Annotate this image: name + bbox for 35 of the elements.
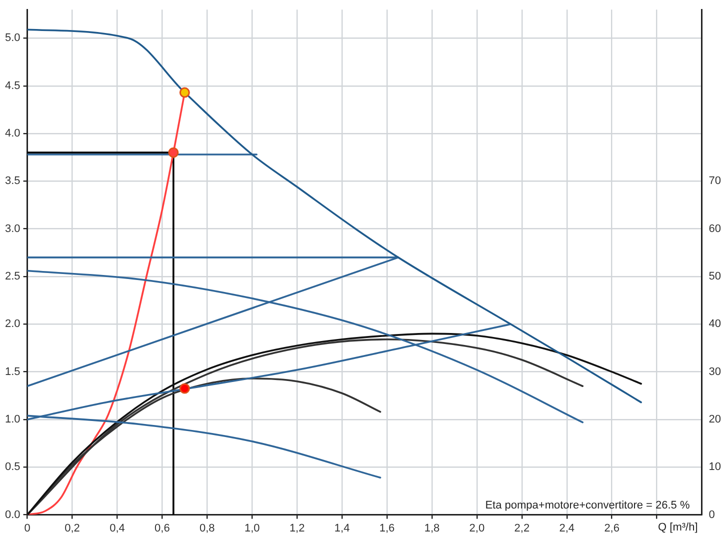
x-tick-label: 1,8 (424, 522, 440, 534)
y-tick-label: 1.0 (4, 414, 20, 426)
y-tick-label: 1.5 (4, 366, 20, 378)
x-tick-label: 0,2 (64, 522, 80, 534)
x-tick-label: 2,2 (514, 522, 530, 534)
x-tick-label: 2,6 (604, 522, 620, 534)
x-tick-label: 0 (24, 522, 30, 534)
y-tick-label: 3.0 (4, 222, 20, 235)
x-tick-label: 1,0 (244, 522, 260, 534)
x-tick-label: 0,8 (200, 522, 215, 534)
x-tick-label: 0,6 (154, 522, 170, 534)
x-tick-label: 1,2 (289, 522, 305, 534)
x-tick-label: 1,4 (334, 522, 350, 534)
y2-tick-label: 20 (708, 414, 722, 426)
y2-tick-label: 50 (708, 270, 722, 283)
y-tick-label: 2.5 (4, 270, 20, 283)
y2-tick-label: 40 (708, 318, 722, 330)
y-tick-label: 0.5 (4, 461, 20, 474)
y-tick-label: 5.0 (4, 32, 20, 44)
y2-tick-label: 70 (708, 175, 722, 188)
annotation: Eta pompa+motore+convertitore = 26.5 % (485, 499, 690, 512)
y-tick-label: 4.0 (4, 128, 20, 140)
x-axis-title: Q [m³/h] (658, 521, 698, 534)
y-tick-label: 0.0 (4, 508, 20, 521)
y-tick-label: 4.5 (4, 80, 20, 92)
x-tick-label: 2,0 (469, 522, 485, 534)
y2-tick-label: 0 (708, 508, 715, 521)
y-tick-label: 2.0 (4, 318, 20, 330)
y-tick-label: 3.5 (4, 175, 20, 188)
y2-tick-label: 60 (708, 222, 722, 235)
x-tick-label: 2,4 (559, 522, 575, 534)
y2-tick-label: 30 (708, 366, 722, 378)
x-tick-label: 0,4 (110, 522, 125, 534)
y2-tick-label: 10 (708, 461, 722, 474)
x-tick-label: 1,6 (379, 522, 395, 534)
